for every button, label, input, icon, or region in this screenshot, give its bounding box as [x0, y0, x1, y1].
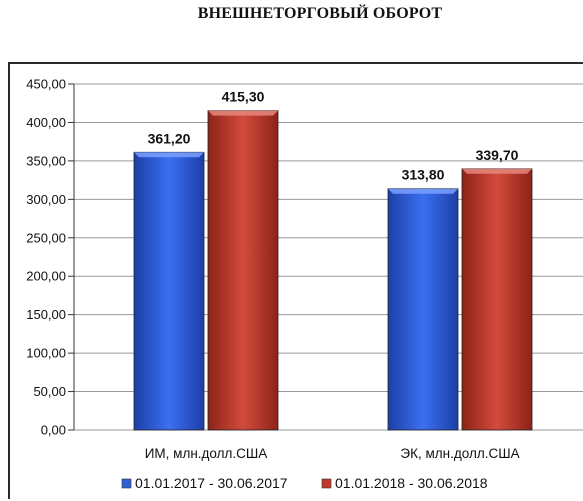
data-labels: 361,20 415,30 313,80 339,70 [148, 89, 519, 183]
bar-bevel [462, 168, 532, 174]
y-tick-label: 350,00 [26, 153, 66, 168]
x-axis-labels: ИМ, млн.долл.США ЭК, млн.долл.США [145, 446, 520, 461]
bar-bevel [208, 110, 278, 116]
legend-item: 01.01.2017 - 30.06.2017 [121, 475, 288, 491]
bar-bevel [388, 188, 458, 194]
bar-body [207, 110, 279, 431]
bars [133, 110, 533, 431]
legend-item: 01.01.2018 - 30.06.2018 [321, 475, 488, 491]
y-tick-label: 200,00 [26, 269, 66, 284]
bar [387, 188, 459, 431]
data-label: 313,80 [402, 167, 445, 183]
y-tick-label: 250,00 [26, 230, 66, 245]
legend-swatch [321, 478, 332, 489]
bar-body [387, 188, 459, 431]
legend-label: 01.01.2017 - 30.06.2017 [135, 475, 288, 491]
y-axis: 0,00 50,00 100,00 150,00 200,00 250,00 300,00 3… [26, 77, 75, 438]
y-tick-label: 100,00 [26, 346, 66, 361]
y-tick-label: 150,00 [26, 307, 66, 322]
legend-swatch [121, 478, 132, 489]
category-label: ЭК, млн.долл.США [400, 446, 519, 461]
bar [461, 168, 533, 431]
data-label: 361,20 [148, 130, 191, 146]
bar-bevel [134, 152, 204, 158]
y-tick-label: 450,00 [26, 77, 66, 92]
data-label: 415,30 [222, 89, 265, 105]
chart-frame: 0,00 50,00 100,00 150,00 200,00 250,00 300,00 3… [8, 62, 583, 499]
legend: 01.01.2017 - 30.06.2017 01.01.2018 - 30.0… [121, 475, 488, 491]
data-label: 339,70 [476, 147, 519, 163]
y-tick-label: 400,00 [26, 115, 66, 130]
bar-body [133, 151, 205, 431]
bar [133, 151, 205, 431]
category-label: ИМ, млн.долл.США [145, 446, 268, 461]
y-tick-label: 300,00 [26, 192, 66, 207]
y-tick-label: 0,00 [41, 423, 66, 438]
chart-title: ВНЕШНЕТОРГОВЫЙ ОБОРОТ [197, 5, 443, 22]
y-tick-label: 50,00 [33, 384, 66, 399]
bar-chart: 0,00 50,00 100,00 150,00 200,00 250,00 300,00 3… [26, 77, 583, 491]
legend-label: 01.01.2018 - 30.06.2018 [335, 475, 488, 491]
bar [207, 110, 279, 431]
bar-body [461, 168, 533, 431]
